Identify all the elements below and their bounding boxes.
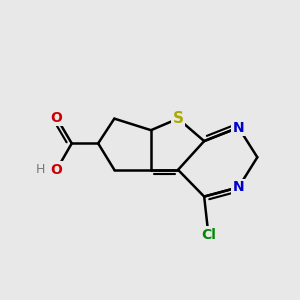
Text: S: S	[172, 111, 184, 126]
Text: N: N	[233, 180, 244, 194]
Text: O: O	[51, 163, 62, 177]
Text: H: H	[35, 163, 45, 176]
Text: O: O	[51, 111, 62, 124]
Text: N: N	[233, 121, 244, 134]
Text: Cl: Cl	[201, 228, 216, 242]
